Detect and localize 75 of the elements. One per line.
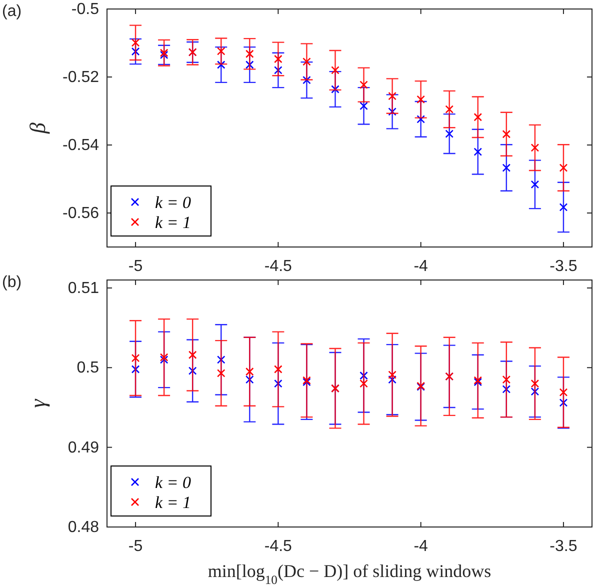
x-tick-label: -5 <box>128 258 143 275</box>
y-axis-title: β <box>25 122 50 134</box>
point <box>530 387 540 396</box>
point <box>502 130 511 138</box>
point <box>302 76 311 84</box>
point <box>331 66 340 74</box>
point <box>245 60 254 69</box>
point <box>188 366 197 375</box>
point <box>131 354 140 362</box>
point <box>216 47 226 56</box>
point <box>559 398 568 407</box>
point <box>530 180 540 189</box>
point <box>302 58 311 66</box>
legend-label: k = 1 <box>155 213 192 232</box>
x-tick-label: -3.5 <box>550 538 578 555</box>
point <box>474 112 482 122</box>
point <box>360 371 368 380</box>
point <box>559 203 568 212</box>
point <box>502 385 511 394</box>
x-tick-label: -4.5 <box>264 538 292 555</box>
point <box>474 148 482 156</box>
point <box>274 54 282 64</box>
point <box>445 105 454 114</box>
point <box>388 370 396 379</box>
point <box>131 47 140 56</box>
legend-label: k = 0 <box>155 473 192 492</box>
point <box>131 38 140 47</box>
point <box>445 130 454 138</box>
x-tick-label: -4 <box>414 538 428 555</box>
point <box>388 375 396 384</box>
point <box>188 350 197 360</box>
point <box>131 365 140 374</box>
x-tick-label: -4 <box>414 258 428 275</box>
x-tick-label: -3.5 <box>550 258 578 275</box>
y-tick-label: -0.56 <box>62 205 100 222</box>
text: (b) <box>2 274 22 291</box>
point <box>360 80 368 89</box>
y-tick-label: -0.5 <box>71 1 100 18</box>
y-axis-title: γ <box>25 398 50 408</box>
y-tick-label: 0.51 <box>68 280 100 297</box>
point <box>559 388 568 396</box>
point <box>274 379 282 388</box>
x-tick-label: -5 <box>128 538 143 555</box>
legend-label: k = 0 <box>155 193 192 212</box>
point <box>216 60 226 69</box>
y-tick-label: 0.48 <box>68 519 100 536</box>
point <box>160 356 168 364</box>
point <box>416 115 425 124</box>
point <box>216 369 226 378</box>
point <box>245 367 254 376</box>
point <box>245 375 254 384</box>
point <box>502 375 511 384</box>
y-tick-label: -0.52 <box>62 69 100 86</box>
point <box>274 66 282 74</box>
point <box>388 108 396 116</box>
point <box>559 164 568 172</box>
point <box>331 85 340 94</box>
legend-label: k = 1 <box>155 493 192 512</box>
point <box>416 95 425 104</box>
x-tick-label: -4.5 <box>264 258 292 275</box>
point <box>530 144 540 152</box>
y-tick-label: 0.5 <box>76 360 100 377</box>
x-axis-title: min[log$_{10}$(Dc − D)] of sliding windows <box>208 561 492 587</box>
text: (a) <box>2 3 22 20</box>
point <box>360 102 368 110</box>
point <box>388 92 396 100</box>
point <box>274 365 282 374</box>
point <box>360 379 368 388</box>
y-tick-label: 0.49 <box>68 439 100 456</box>
point <box>502 164 511 172</box>
point <box>216 356 226 364</box>
point <box>530 379 540 388</box>
point <box>160 353 168 362</box>
y-tick-label: -0.54 <box>62 137 100 154</box>
point <box>245 50 254 58</box>
